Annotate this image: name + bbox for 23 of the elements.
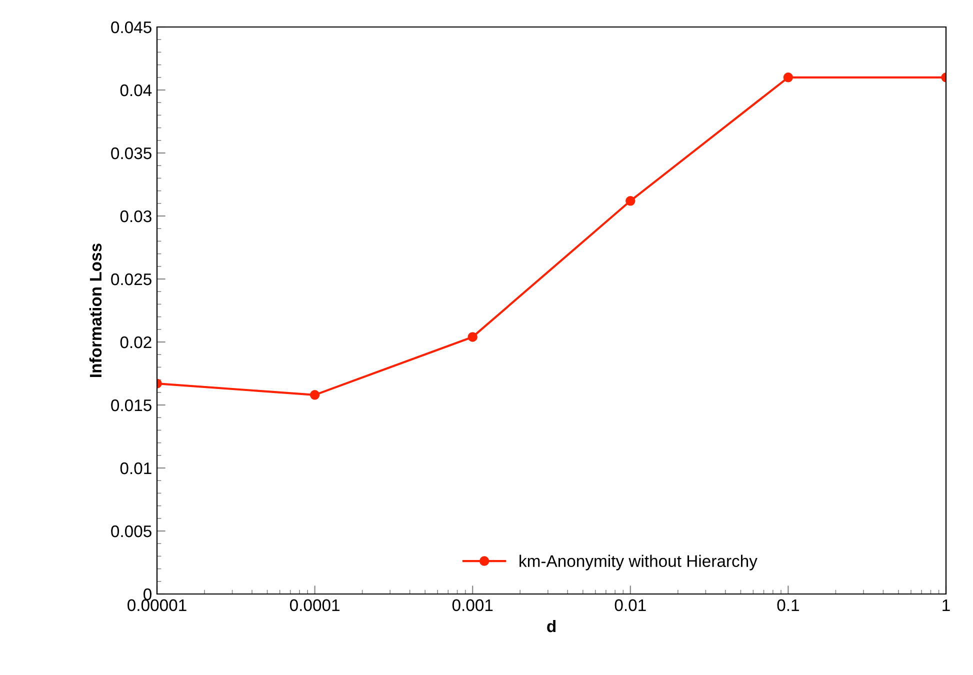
x-tick-label: 0.0001 bbox=[290, 599, 340, 612]
point bbox=[626, 196, 636, 206]
y-tick-label: 0.035 bbox=[111, 147, 152, 160]
point bbox=[468, 332, 478, 342]
y-tick-label: 0.015 bbox=[111, 399, 152, 412]
x-tick-label: 0.1 bbox=[777, 599, 799, 612]
point bbox=[783, 72, 794, 82]
y-tick-label: 0.03 bbox=[120, 210, 152, 222]
x-tick-label: 0.00001 bbox=[128, 599, 186, 612]
x-tick-label: 0.01 bbox=[614, 599, 646, 612]
y-axis-title: Information Loss bbox=[89, 244, 102, 377]
legend-label: km-Anonymity without Hierarchy bbox=[520, 554, 758, 570]
y-tick-label: 0.01 bbox=[120, 462, 152, 474]
x-tick-label: 1 bbox=[942, 599, 950, 611]
x-tick-label: 0.001 bbox=[452, 599, 493, 612]
y-tick-label: 0.02 bbox=[120, 336, 152, 348]
point bbox=[310, 390, 320, 400]
y-tick-label: 0 bbox=[144, 588, 152, 600]
y-tick-label: 0.045 bbox=[111, 21, 152, 34]
y-tick-label: 0.04 bbox=[120, 84, 152, 96]
y-tick-label: 0.005 bbox=[111, 525, 152, 538]
x-axis-title: d bbox=[547, 620, 556, 632]
y-tick-label: 0.025 bbox=[111, 273, 152, 286]
